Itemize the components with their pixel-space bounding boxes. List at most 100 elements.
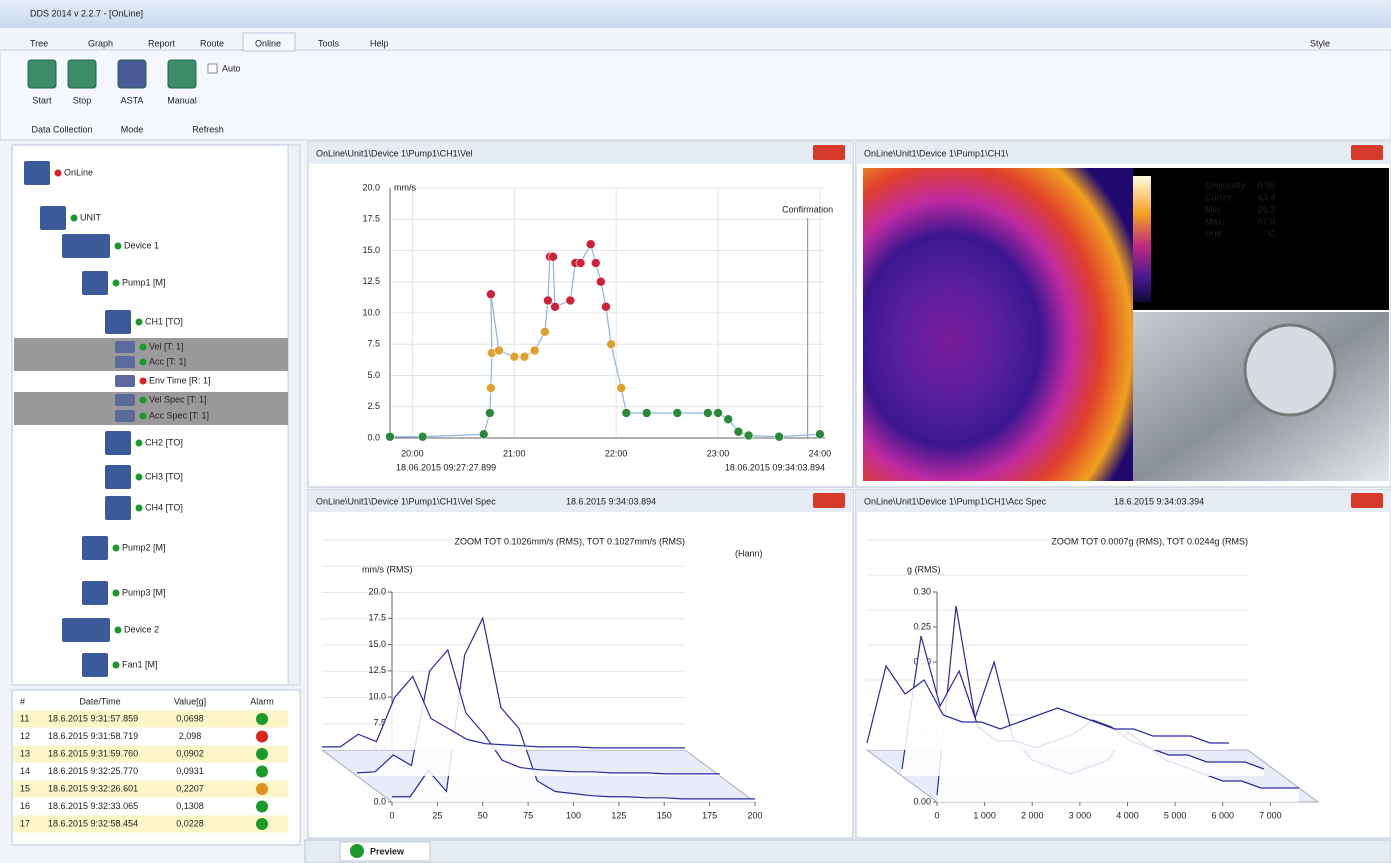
status-dot [135, 439, 143, 447]
close-button[interactable] [1351, 493, 1383, 508]
trend-point [641, 408, 652, 418]
tree-label[interactable]: CH3 [TO] [145, 471, 183, 481]
tree-icon [82, 271, 108, 295]
y-tick-label: 0.00 [913, 796, 931, 806]
tree-label[interactable]: Device 1 [124, 240, 159, 250]
close-button[interactable] [1351, 145, 1383, 160]
tree-label[interactable]: Pump3 [M] [122, 587, 166, 597]
menu-tab[interactable]: Online [255, 38, 281, 48]
menu-tab[interactable]: Tree [30, 38, 48, 48]
alarm-indicator [256, 730, 268, 743]
preview-label[interactable]: Preview [370, 846, 405, 856]
style-menu[interactable]: Style [1310, 38, 1330, 48]
alarm-indicator [256, 713, 268, 725]
trend-point [519, 351, 530, 362]
table-cell: 18.6.2015 9:31:58.719 [48, 731, 138, 741]
x-tick-label: 75 [523, 810, 533, 820]
tree-label[interactable]: Env Time [R: 1] [149, 375, 211, 385]
checkbox[interactable] [207, 63, 218, 74]
table-header: Alarm [250, 696, 274, 706]
window-title: DDS 2014 v 2.2.7 - [OnLine] [30, 8, 143, 18]
tree-icon [115, 341, 135, 353]
trend-point [815, 429, 825, 440]
menu-tab[interactable]: Route [200, 38, 224, 48]
tree-label[interactable]: Pump2 [M] [122, 542, 166, 552]
table-header: # [20, 696, 25, 706]
tree-icon [105, 431, 131, 455]
summary: ZOOM TOT 0.0007g (RMS), TOT 0.0244g (RMS… [1051, 536, 1248, 546]
spectrum-trace [866, 664, 1229, 744]
table-cell: 17 [20, 818, 30, 828]
trend-point [494, 345, 504, 356]
x-tick-label: 100 [566, 810, 581, 820]
table-cell: 18.6.2015 9:32:33.065 [48, 801, 138, 811]
x-tick-label: 175 [702, 810, 717, 820]
trend-point [713, 408, 723, 418]
table-cell: 18.6.2015 9:32:26.601 [48, 783, 138, 793]
alarm-indicator [256, 800, 268, 813]
readout-label: Unit: [1205, 228, 1224, 238]
x-tick-label: 150 [657, 810, 672, 820]
trace-fill [867, 666, 1229, 750]
tree-label[interactable]: Pump1 [M] [122, 277, 166, 287]
tree-label[interactable]: Acc [T: 1] [149, 356, 186, 366]
status-dot [139, 412, 147, 420]
menu-tab[interactable]: Help [370, 38, 389, 48]
readout-label: Cursor: [1205, 192, 1235, 202]
table-row [13, 780, 288, 798]
tree-label[interactable]: CH4 [TO] [145, 502, 183, 512]
tree-label[interactable]: Vel [T: 1] [149, 341, 184, 351]
table-cell: 0,0228 [176, 818, 204, 828]
trend-point [509, 351, 520, 362]
y-tick-label: 0.0 [367, 432, 380, 442]
tree-icon [105, 465, 131, 489]
y-tick-label: 7.5 [367, 339, 380, 349]
table-cell: 0,0698 [176, 713, 204, 723]
tree-label[interactable]: Fan1 [M] [122, 659, 158, 669]
table-cell: 0,0931 [176, 766, 204, 776]
close-button[interactable] [813, 145, 845, 160]
trend-point [733, 426, 744, 437]
close-button[interactable] [813, 493, 845, 508]
tree-icon [62, 618, 110, 642]
y-tick-label: 0.25 [913, 621, 931, 631]
table-row [13, 763, 288, 780]
panel-header [856, 142, 1391, 164]
tree-label[interactable]: Acc Spec [T: 1] [149, 410, 209, 420]
checkbox-label[interactable]: Auto [222, 63, 241, 73]
readout-value: 43.4 [1257, 192, 1275, 202]
menu-tab[interactable]: Tools [318, 38, 340, 48]
ribbon-button[interactable]: Manual [167, 95, 197, 105]
table-cell: 18.6.2015 9:32:58.454 [48, 818, 138, 828]
x-tick-label: 0 [934, 810, 939, 820]
tree-label[interactable]: CH1 [TO] [145, 316, 183, 326]
table-cell: 15 [20, 783, 30, 793]
trend-point [596, 276, 606, 287]
ribbon-button[interactable]: Start [32, 95, 52, 105]
x-tick-label: 7 000 [1259, 810, 1282, 820]
tree-label[interactable]: OnLine [64, 167, 93, 177]
trend-point [743, 430, 754, 441]
y-tick-label: 15.0 [362, 245, 380, 255]
tree-label[interactable]: Vel Spec [T: 1] [149, 394, 207, 404]
menu-tab[interactable]: Graph [88, 38, 113, 48]
table-row [13, 745, 288, 763]
readout-value: 26.3 [1257, 204, 1275, 214]
menu-tab[interactable]: Report [148, 38, 176, 48]
x-tick-label: 3 000 [1069, 810, 1092, 820]
tree-label[interactable]: CH2 [TO] [145, 437, 183, 447]
y-tick-label: 10.0 [368, 691, 386, 701]
panel-header [308, 490, 853, 512]
y-tick-label: 12.5 [362, 276, 380, 286]
ribbon-button[interactable]: Stop [73, 95, 92, 105]
ribbon-button[interactable]: ASTA [121, 95, 144, 105]
tree-label[interactable]: UNIT [80, 212, 101, 222]
status-dot [112, 661, 120, 669]
table-row [13, 728, 288, 745]
table-cell: 0,1308 [176, 801, 204, 811]
tree-label[interactable]: Device 2 [124, 624, 159, 634]
ribbon-group: Refresh [192, 124, 224, 134]
title-bar [0, 0, 1391, 28]
status-dot [139, 343, 147, 351]
